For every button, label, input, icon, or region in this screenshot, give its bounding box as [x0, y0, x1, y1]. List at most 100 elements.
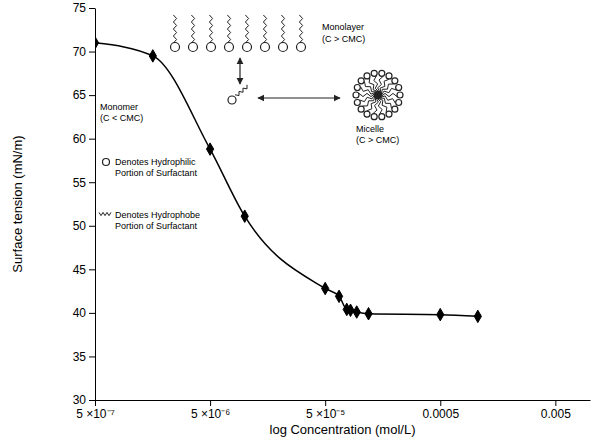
x-tick-label: 5 ×10⁻⁷: [76, 407, 115, 421]
y-tick-label: 75: [73, 1, 87, 15]
micelle-core: [374, 91, 382, 99]
inset-diagram: [99, 15, 403, 216]
data-point: [95, 37, 99, 49]
annotation: (C > CMC): [356, 135, 399, 145]
surfactant-tail: [209, 15, 212, 43]
y-tick: 75: [73, 1, 95, 15]
surfactant-tail: [235, 85, 247, 96]
x-tick-mark: [555, 400, 556, 406]
data-point: [206, 143, 213, 155]
x-tick: 5 ×10⁻⁵: [306, 400, 345, 421]
x-tick-label: 5 ×10⁻⁵: [306, 407, 345, 421]
y-tick-mark: [89, 356, 95, 357]
data-point: [353, 306, 360, 318]
y-tick: 45: [73, 263, 95, 277]
annotation: (C < CMC): [100, 113, 143, 123]
x-axis-title: log Concentration (mol/L): [270, 422, 416, 437]
y-tick-mark: [89, 95, 95, 96]
y-tick-mark: [89, 8, 95, 9]
surfactant-head: [371, 114, 377, 120]
x-tick: 5 ×10⁻⁶: [191, 400, 230, 421]
surfactant-tail: [281, 15, 284, 43]
surfactant-head: [358, 106, 364, 112]
surfactant-head: [379, 114, 385, 120]
data-point: [241, 210, 248, 222]
equilibrium-arrow: [258, 97, 340, 98]
surfactant-head: [396, 100, 402, 106]
surfactant-tail: [263, 15, 266, 43]
surfactant-head: [386, 73, 392, 79]
data-point: [474, 310, 481, 322]
surfactant-head: [392, 78, 398, 84]
surfactant-head: [228, 96, 236, 104]
surfactant-head: [396, 84, 402, 90]
data-point: [322, 282, 329, 294]
surfactant-head: [371, 70, 377, 76]
data-point: [335, 290, 342, 302]
y-tick-label: 60: [73, 132, 87, 146]
data-point: [347, 304, 354, 316]
x-tick-mark: [210, 400, 211, 406]
surfactant-head: [207, 43, 216, 52]
surfactant-tail: [245, 15, 248, 43]
annotation: Portion of Surfactant: [115, 221, 198, 231]
surfactant-tail: [381, 88, 396, 95]
x-tick-label: 5 ×10⁻⁶: [191, 407, 230, 421]
annotation: Monolayer: [322, 22, 364, 32]
surfactant-head: [243, 43, 252, 52]
y-tick-label: 55: [73, 176, 87, 190]
x-tick-mark: [95, 400, 96, 406]
y-axis-title: Surface tension (mN/m): [10, 135, 25, 272]
surfactant-head: [297, 43, 306, 52]
y-tick-label: 30: [73, 393, 87, 407]
y-tick-mark: [89, 139, 95, 140]
y-tick: 30: [73, 393, 95, 407]
surfactant-head: [397, 92, 403, 98]
data-point: [437, 308, 444, 320]
y-tick-mark: [89, 313, 95, 314]
surfactant-head: [171, 43, 180, 52]
x-tick: 0.005: [541, 400, 571, 421]
surfactant-tail: [227, 15, 230, 43]
surfactant-tail: [99, 212, 111, 215]
surfactant-tail: [191, 15, 194, 43]
surfactant-tail: [173, 15, 176, 43]
y-tick: 65: [73, 88, 95, 102]
y-tick-label: 65: [73, 88, 87, 102]
data-point: [149, 50, 156, 62]
annotation: Portion of Surfactant: [115, 168, 198, 178]
annotation: Micelle: [356, 124, 384, 134]
y-tick-label: 70: [73, 45, 87, 59]
surfactant-head: [358, 78, 364, 84]
y-axis: 30 35 40 45 50 55 60 65 70 75: [73, 1, 96, 407]
surfactant-head: [103, 159, 110, 166]
x-axis-line: [96, 400, 591, 401]
surfactant-head: [354, 84, 360, 90]
surfactant-head: [189, 43, 198, 52]
x-tick-label: 0.005: [541, 407, 571, 421]
x-tick-mark: [325, 400, 326, 406]
y-tick: 35: [73, 350, 95, 364]
y-tick: 40: [73, 306, 95, 320]
surfactant-head: [261, 43, 270, 52]
data-point: [365, 308, 372, 320]
surfactant-head: [379, 70, 385, 76]
y-tick: 70: [73, 45, 95, 59]
surfactant-head: [364, 73, 370, 79]
annotation: Monomer: [100, 102, 138, 112]
y-tick: 60: [73, 132, 95, 146]
x-axis: 5 ×10⁻⁷5 ×10⁻⁶5 ×10⁻⁵0.00050.005: [76, 400, 590, 421]
y-tick-label: 35: [73, 350, 87, 364]
y-tick-label: 50: [73, 219, 87, 233]
surfactant-head: [353, 92, 359, 98]
chart: 5 ×10⁻⁷5 ×10⁻⁶5 ×10⁻⁵0.00050.00530354045…: [0, 0, 599, 441]
data-line: [95, 43, 478, 317]
y-tick-label: 45: [73, 263, 87, 277]
y-tick-label: 40: [73, 306, 87, 320]
y-tick-mark: [89, 226, 95, 227]
surfactant-head: [354, 100, 360, 106]
y-tick-mark: [89, 52, 95, 53]
y-tick-mark: [89, 269, 95, 270]
surfactant-head: [386, 111, 392, 117]
annotation: Denotes Hydrophobe: [115, 210, 200, 220]
